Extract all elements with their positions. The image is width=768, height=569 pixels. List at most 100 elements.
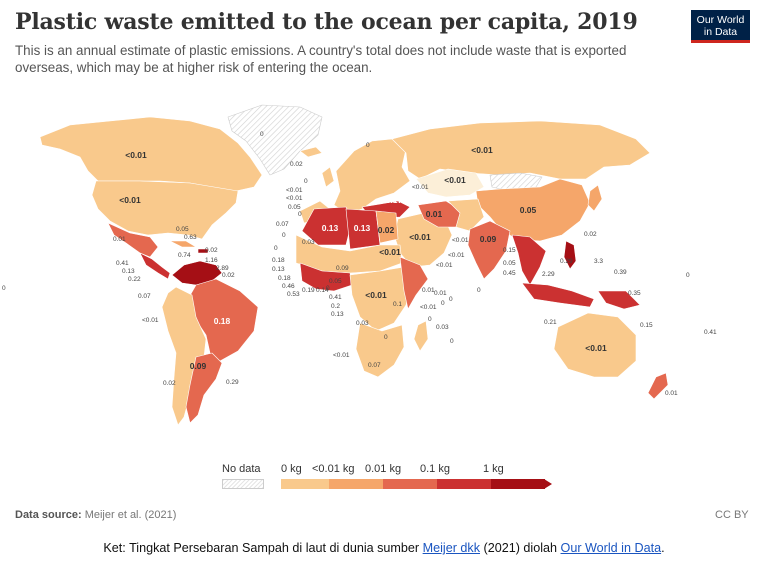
color-legend: No data 0 kg <0.01 kg 0.01 kg 0.1 kg 1 k…: [215, 463, 555, 493]
legend-tick-1: <0.01 kg: [312, 463, 355, 475]
map-label-western-sahara: 0: [282, 232, 286, 239]
map-label-russia: <0.01: [471, 145, 493, 155]
map-label-honduras: 0.13: [122, 268, 135, 275]
map-label-ivory-coast: 0.53: [287, 291, 300, 298]
andes-shape[interactable]: [161, 286, 207, 426]
map-label-canada: <0.01: [125, 150, 147, 160]
map-label-timor-leste: 0.21: [544, 319, 557, 326]
map-label-philippines: 3.3: [594, 258, 603, 265]
russia-shape[interactable]: [391, 120, 651, 180]
figure-caption: Ket: Tingkat Persebaran Sampah di laut d…: [0, 541, 768, 555]
map-label-morocco: 0.07: [276, 221, 289, 228]
indonesia-shape[interactable]: [521, 282, 595, 308]
southern-africa-shape[interactable]: [355, 322, 405, 378]
map-label-vanuatu: 0.41: [704, 329, 717, 336]
map-label-botswana: 0: [384, 334, 388, 341]
japan-shape[interactable]: [587, 184, 603, 212]
map-label-ukraine: <0.01: [412, 184, 429, 191]
map-label-png: 0.35: [628, 290, 641, 297]
map-label-chile: 0.02: [163, 380, 176, 387]
canada-shape[interactable]: [39, 116, 263, 192]
license-label[interactable]: CC BY: [715, 509, 749, 521]
legend-tick-3: 0.1 kg: [420, 463, 450, 475]
map-label-iceland: 0.02: [290, 161, 303, 168]
caption-middle: (2021) diolah: [480, 541, 561, 555]
map-label-malaysia: 0.29: [560, 258, 573, 265]
algeria-shape[interactable]: [301, 206, 353, 246]
map-label-costa-rica: 0.22: [128, 276, 141, 283]
map-label-pacific-west: 0: [2, 285, 6, 292]
hispaniola-shape[interactable]: [197, 248, 209, 254]
map-label-new-zealand: 0.01: [665, 390, 678, 397]
map-label-yemen: 0.01: [422, 287, 435, 294]
legend-swatch-1: [329, 479, 383, 489]
iceland-shape[interactable]: [299, 146, 323, 158]
map-label-comoros: 0.03: [436, 324, 449, 331]
egypt-shape[interactable]: [375, 210, 399, 244]
china-shape[interactable]: [475, 178, 591, 242]
map-label-bahamas: 0.02: [205, 247, 218, 254]
chart-title: Plastic waste emitted to the ocean per c…: [15, 9, 638, 35]
logo-line-1: Our World: [696, 14, 745, 26]
legend-arrow: [544, 479, 552, 489]
map-label-brazil: 0.18: [214, 316, 231, 326]
map-label-cuba: 0.05: [176, 226, 189, 233]
legend-swatch-2: [383, 479, 437, 489]
map-label-ecuador: 0.07: [138, 293, 151, 300]
legend-swatch-3: [437, 479, 491, 489]
australia-shape[interactable]: [553, 312, 637, 378]
legend-tick-0: 0 kg: [281, 463, 302, 475]
map-label-kazakhstan: <0.01: [444, 175, 466, 185]
png-shape[interactable]: [597, 290, 641, 310]
map-label-cameroon: 0.05: [329, 278, 342, 285]
map-label-usa: <0.01: [119, 195, 141, 205]
cuba-shape[interactable]: [169, 240, 197, 248]
data-source-text[interactable]: Meijer et al. (2021): [84, 509, 177, 521]
map-label-angola: 0.03: [356, 320, 369, 327]
legend-swatch-0: [281, 479, 329, 489]
owid-logo[interactable]: Our World in Data: [691, 10, 750, 43]
logo-line-2: in Data: [703, 26, 738, 38]
map-label-solomon: 0.15: [640, 322, 653, 329]
caption-link-owid[interactable]: Our World in Data: [560, 541, 662, 555]
map-label-uk-b: <0.01: [286, 195, 303, 202]
central-america-shape[interactable]: [139, 252, 171, 280]
new-zealand-shape[interactable]: [647, 372, 669, 400]
map-label-palau: 0.39: [614, 269, 627, 276]
west-africa-shape[interactable]: [299, 262, 353, 292]
map-label-egypt: 0.02: [378, 225, 395, 235]
east-africa-shape[interactable]: [399, 256, 429, 310]
philippines-shape[interactable]: [563, 240, 577, 270]
map-label-trinidad: 2.89: [216, 265, 229, 272]
caption-link-meijer[interactable]: Meijer dkk: [422, 541, 481, 555]
map-label-suriname: 0.02: [222, 272, 235, 279]
greenland-shape[interactable]: [227, 104, 323, 176]
map-label-australia: <0.01: [585, 343, 607, 353]
map-label-senegal: 0.18: [272, 257, 285, 264]
map-label-algeria: 0.13: [322, 223, 339, 233]
map-label-oman: <0.01: [436, 262, 453, 269]
map-label-china: 0.05: [520, 205, 537, 215]
map-label-dominican-rep: 1.16: [205, 257, 218, 264]
map-label-saudi-arabia: <0.01: [409, 232, 431, 242]
mexico-shape[interactable]: [107, 222, 159, 258]
usa-shape[interactable]: [91, 180, 239, 240]
map-label-uk-a: <0.01: [286, 187, 303, 194]
chart-subtitle: This is an annual estimate of plastic em…: [15, 43, 627, 75]
map-label-mali: 0.03: [302, 239, 315, 246]
map-label-togo: 0.14: [316, 287, 329, 294]
map-label-guatemala: 0.41: [116, 260, 129, 267]
world-map[interactable]: <0.01 <0.01 <0.01 <0.01 0.05 <0.01 0.18 …: [0, 95, 768, 455]
southeast-asia-shape[interactable]: [511, 234, 547, 286]
map-label-sudan: <0.01: [379, 247, 401, 257]
map-label-gabon: 0.41: [329, 294, 342, 301]
map-label-libya: 0.13: [354, 223, 371, 233]
north-south-america-shape[interactable]: [171, 260, 223, 286]
central-africa-shape[interactable]: [349, 266, 413, 332]
india-shape[interactable]: [467, 220, 511, 280]
argentina-shape[interactable]: [185, 352, 223, 424]
madagascar-shape[interactable]: [413, 320, 429, 352]
europe-shape[interactable]: [333, 138, 411, 214]
map-label-mauritania: 0: [274, 245, 278, 252]
uk-shape[interactable]: [321, 166, 335, 188]
